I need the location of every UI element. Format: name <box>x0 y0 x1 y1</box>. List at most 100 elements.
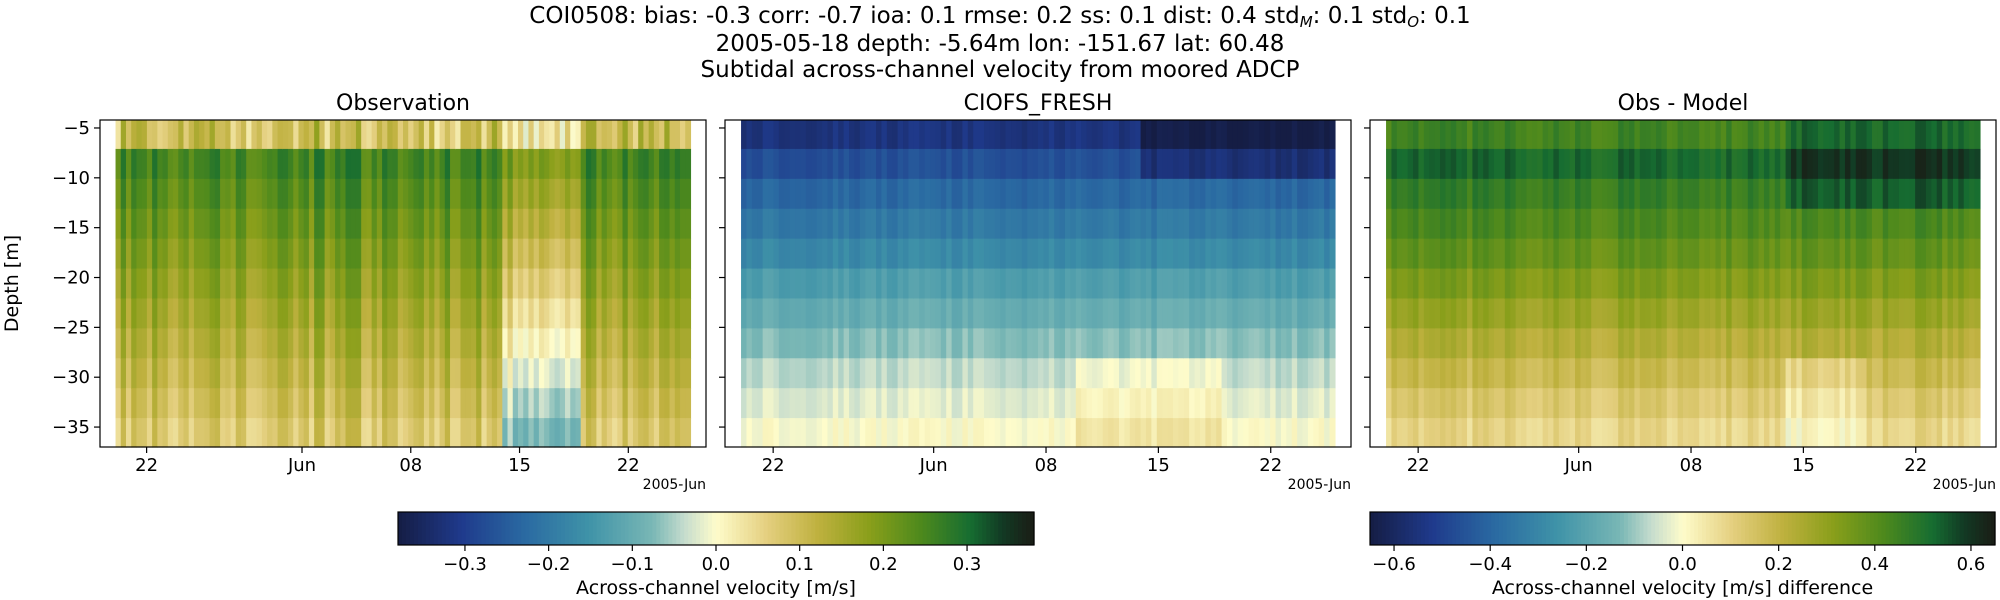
heatmap-cell <box>1102 208 1109 240</box>
heatmap-cell <box>1736 328 1743 359</box>
heatmap-cell <box>387 358 394 389</box>
heatmap-cell <box>486 238 493 270</box>
heatmap-cell <box>1456 298 1463 329</box>
heatmap-cell <box>1472 178 1479 210</box>
heatmap-cell <box>476 178 482 210</box>
colorbar-swatch <box>1424 512 1430 545</box>
heatmap-cell <box>220 328 226 359</box>
heatmap-cell <box>345 238 352 270</box>
heatmap-cell <box>784 418 791 448</box>
heatmap-cell <box>1855 328 1862 359</box>
heatmap-cell <box>1607 148 1614 180</box>
colorbar-swatch <box>906 512 912 545</box>
heatmap-cell <box>1688 298 1695 329</box>
heatmap-cell <box>854 358 861 389</box>
heatmap-cell <box>413 178 420 210</box>
heatmap-cell <box>1183 358 1190 389</box>
heatmap-cell <box>1221 298 1228 329</box>
colorbar-swatch <box>1455 512 1461 545</box>
heatmap-cell <box>1086 238 1093 270</box>
heatmap-cell <box>892 298 899 329</box>
heatmap-cell <box>517 208 524 240</box>
heatmap-cell <box>230 268 237 300</box>
heatmap-cell <box>429 298 435 329</box>
heatmap-cell <box>465 238 472 270</box>
colorbar-swatch <box>1694 512 1699 545</box>
heatmap-cell <box>230 418 237 448</box>
heatmap-cell <box>523 238 530 270</box>
heatmap-cell <box>1156 120 1163 150</box>
heatmap-cell <box>549 208 556 240</box>
heatmap-cell <box>805 178 812 210</box>
heatmap-cell <box>1602 358 1609 389</box>
heatmap-cell <box>984 328 991 359</box>
heatmap-cell <box>486 358 493 389</box>
heatmap-cell <box>1396 358 1403 389</box>
heatmap-cell <box>570 388 577 419</box>
heatmap-cell <box>1183 208 1190 240</box>
colorbar-swatch <box>537 512 542 545</box>
heatmap-cell <box>1909 238 1916 270</box>
heatmap-cell <box>450 208 456 240</box>
heatmap-cell <box>669 148 676 180</box>
heatmap-cell <box>1861 418 1868 448</box>
heatmap-cell <box>827 238 834 270</box>
heatmap-cell <box>1407 208 1414 240</box>
heatmap-cell <box>1199 120 1206 150</box>
heatmap-cell <box>1855 298 1862 329</box>
heatmap-cell <box>230 178 237 210</box>
heatmap-cell <box>193 358 200 389</box>
heatmap-cell <box>1445 418 1452 448</box>
heatmap-cell <box>1477 120 1484 150</box>
heatmap-cell <box>994 328 1001 359</box>
heatmap-cell <box>1850 268 1857 300</box>
heatmap-cell <box>1909 148 1916 180</box>
heatmap-cell <box>1156 388 1163 419</box>
heatmap-cell <box>1769 388 1776 419</box>
heatmap-cell <box>1205 178 1212 210</box>
heatmap-cell <box>1477 328 1484 359</box>
heatmap-cell <box>1102 388 1109 419</box>
heatmap-cell <box>1297 418 1304 448</box>
heatmap-cell <box>1199 418 1206 448</box>
heatmap-cell <box>892 120 899 150</box>
heatmap-cell <box>1612 358 1619 389</box>
heatmap-cell <box>1537 298 1544 329</box>
heatmap-cell <box>1318 238 1325 270</box>
heatmap-cell <box>392 328 399 359</box>
y-tick-label: −30 <box>52 367 90 388</box>
heatmap-cell <box>1205 120 1212 150</box>
heatmap-cell <box>251 298 258 329</box>
heatmap-cell <box>1623 120 1630 150</box>
heatmap-cell <box>1156 358 1163 389</box>
heatmap-cell <box>497 208 503 240</box>
heatmap-cell <box>1774 388 1781 419</box>
heatmap-cell <box>1569 418 1576 448</box>
heatmap-cell <box>1585 208 1592 240</box>
heatmap-cell <box>183 238 190 270</box>
heatmap-cell <box>1656 148 1663 180</box>
heatmap-cell <box>1585 418 1592 448</box>
heatmap-cell <box>1834 178 1841 210</box>
heatmap-cell <box>293 178 300 210</box>
colorbar-swatch <box>1420 512 1426 545</box>
heatmap-cell <box>1407 298 1414 329</box>
heatmap-cell <box>251 208 258 240</box>
heatmap-cell <box>314 148 320 180</box>
heatmap-cell <box>1645 358 1652 389</box>
heatmap-cell <box>538 208 545 240</box>
colorbar-swatch <box>779 512 785 545</box>
heatmap-cell <box>1612 148 1619 180</box>
heatmap-cell <box>418 120 425 150</box>
heatmap-cell <box>1575 178 1582 210</box>
heatmap-cell <box>136 388 143 419</box>
heatmap-cell <box>230 148 237 180</box>
heatmap-cell <box>455 120 462 150</box>
heatmap-cell <box>1386 298 1393 329</box>
heatmap-cell <box>935 238 942 270</box>
heatmap-cell <box>1091 268 1098 300</box>
heatmap-cell <box>1151 148 1158 180</box>
heatmap-cell <box>434 148 441 180</box>
heatmap-cell <box>638 120 645 150</box>
colorbar-label: Across-channel velocity [m/s] <box>576 577 856 599</box>
